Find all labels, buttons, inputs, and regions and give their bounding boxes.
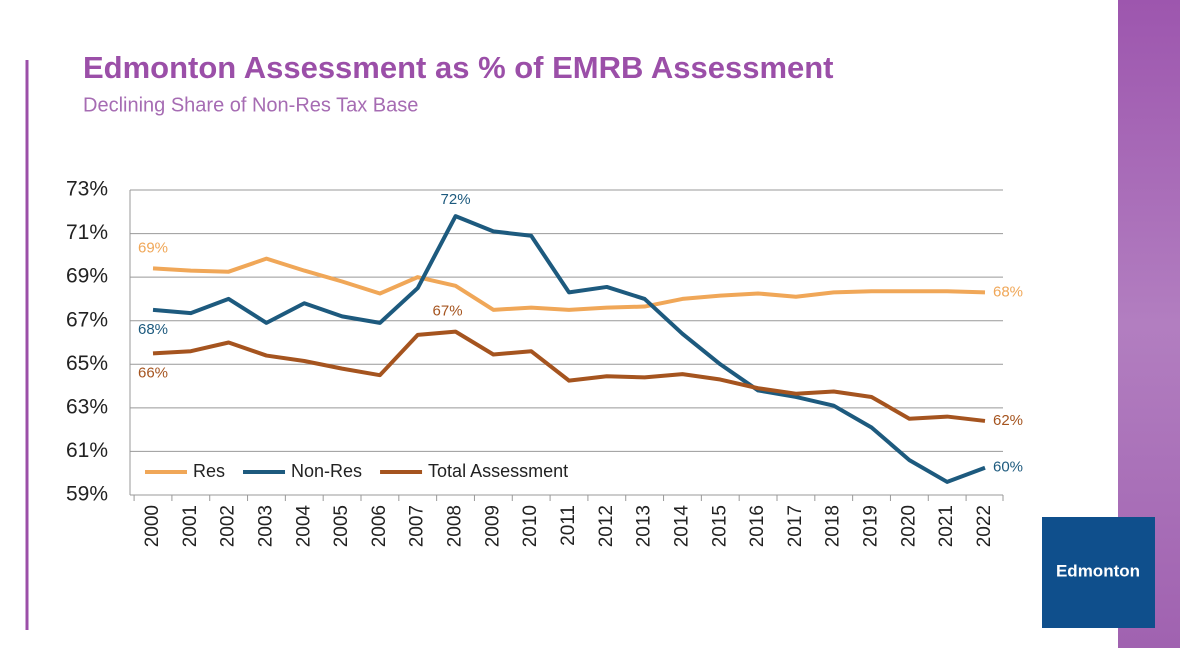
y-tick-label: 71%: [66, 221, 108, 244]
series-line: [152, 214, 986, 484]
series-line: [152, 256, 986, 312]
x-tick-label: 2018: [823, 505, 844, 547]
x-tick-label: 2004: [293, 505, 314, 548]
value-label: 72%: [441, 191, 471, 208]
value-label: 68%: [993, 283, 1023, 300]
x-tick-label: 2021: [936, 505, 957, 547]
x-tick-label: 2002: [218, 505, 239, 547]
logo: Edmonton: [1056, 561, 1140, 580]
y-tick-label: 59%: [66, 483, 108, 506]
x-tick-label: 2017: [785, 505, 806, 547]
y-tick-label: 69%: [66, 265, 108, 288]
value-label: 67%: [433, 303, 463, 320]
x-tick-label: 2014: [671, 505, 692, 548]
x-tick-label: 2000: [142, 505, 163, 547]
value-label: 60%: [993, 459, 1023, 476]
x-tick-label: 2015: [709, 505, 730, 547]
x-tick-label: 2009: [482, 505, 503, 547]
chart-subtitle: Declining Share of Non-Res Tax Base: [83, 94, 418, 116]
y-tick-label: 61%: [66, 439, 108, 462]
x-tick-label: 2005: [331, 505, 352, 547]
x-tick-label: 2008: [445, 505, 466, 547]
x-tick-label: 2019: [861, 505, 882, 547]
value-label: 69%: [138, 239, 168, 256]
x-tick-label: 2006: [369, 505, 390, 547]
y-tick-label: 73%: [66, 178, 108, 201]
series-line: [152, 329, 986, 423]
value-label: 66%: [138, 364, 168, 381]
y-tick-label: 63%: [66, 395, 108, 418]
x-tick-label: 2020: [898, 505, 919, 547]
x-tick-label: 2007: [407, 505, 428, 547]
legend-label: Non-Res: [291, 461, 362, 481]
y-tick-label: 65%: [66, 352, 108, 375]
value-label: 62%: [993, 412, 1023, 429]
logo-box: [1042, 517, 1155, 628]
x-tick-label: 2022: [974, 505, 995, 547]
legend-label: Total Assessment: [428, 461, 568, 481]
x-tick-label: 2013: [634, 505, 655, 547]
legend-label: Res: [193, 461, 225, 481]
chart-title: Edmonton Assessment as % of EMRB Assessm…: [83, 50, 834, 85]
x-tick-label: 2003: [255, 505, 276, 547]
x-tick-label: 2016: [747, 505, 768, 547]
x-tick-label: 2012: [596, 505, 617, 547]
value-label: 68%: [138, 321, 168, 338]
x-tick-label: 2001: [180, 505, 201, 547]
y-tick-label: 67%: [66, 308, 108, 331]
x-tick-label: 2010: [520, 505, 541, 547]
x-tick-label: 2011: [558, 505, 579, 546]
